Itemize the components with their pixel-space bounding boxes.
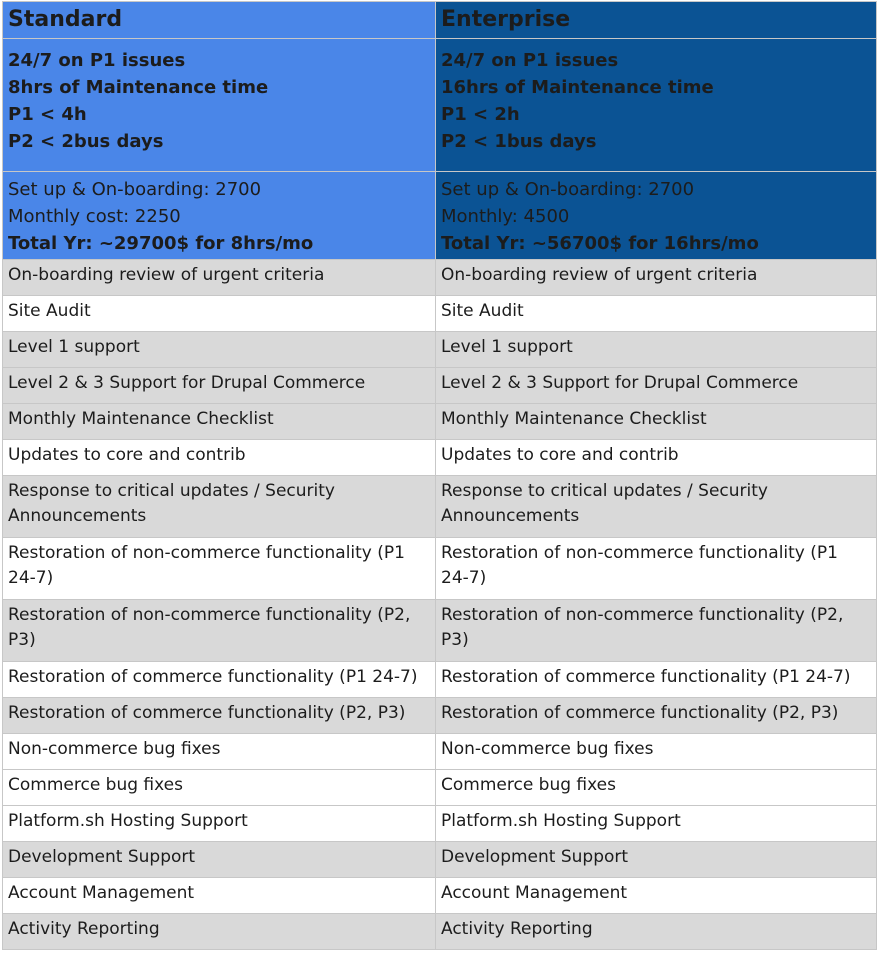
enterprise-total-cost: Total Yr: ~56700$ for 16hrs/mo [441,233,759,254]
standard-feature-cell: Response to critical updates / Security … [2,475,436,538]
standard-feature-cell: Level 2 & 3 Support for Drupal Commerce [2,367,436,404]
standard-sla-p2: P2 < 2bus days [8,131,164,152]
feature-row: On-boarding review of urgent criteria On… [2,259,877,296]
cost-row: Set up & On-boarding: 2700 Monthly cost:… [2,171,877,260]
enterprise-feature-cell: Restoration of commerce functionality (P… [435,697,877,734]
feature-row: Response to critical updates / Security … [2,475,877,538]
plan-header-row: Standard Enterprise [2,1,877,39]
standard-feature-cell: Monthly Maintenance Checklist [2,403,436,440]
enterprise-sla-p2: P2 < 1bus days [441,131,597,152]
enterprise-feature-cell: Restoration of non-commerce functionalit… [435,599,877,662]
enterprise-sla-maintenance: 16hrs of Maintenance time [441,77,714,98]
standard-feature-cell: Development Support [2,841,436,878]
enterprise-feature-cell: Monthly Maintenance Checklist [435,403,877,440]
standard-plan-title: Standard [2,1,436,39]
enterprise-feature-cell: Response to critical updates / Security … [435,475,877,538]
enterprise-feature-cell: Non-commerce bug fixes [435,733,877,770]
feature-row: Restoration of commerce functionality (P… [2,697,877,734]
enterprise-feature-cell: Updates to core and contrib [435,439,877,476]
standard-sla-p1: P1 < 4h [8,104,87,125]
standard-sla-maintenance: 8hrs of Maintenance time [8,77,269,98]
enterprise-feature-cell: Site Audit [435,295,877,332]
enterprise-feature-cell: On-boarding review of urgent criteria [435,259,877,296]
enterprise-cost-cell: Set up & On-boarding: 2700 Monthly: 4500… [435,171,877,260]
enterprise-setup-cost: Set up & On-boarding: 2700 [441,179,695,200]
enterprise-feature-cell: Activity Reporting [435,913,877,950]
standard-feature-cell: On-boarding review of urgent criteria [2,259,436,296]
enterprise-feature-cell: Account Management [435,877,877,914]
enterprise-sla-coverage: 24/7 on P1 issues [441,50,619,71]
feature-row: Level 2 & 3 Support for Drupal Commerce … [2,367,877,404]
feature-row: Non-commerce bug fixes Non-commerce bug … [2,733,877,770]
standard-sla-cell: 24/7 on P1 issues 8hrs of Maintenance ti… [2,38,436,172]
standard-feature-cell: Restoration of commerce functionality (P… [2,697,436,734]
standard-feature-cell: Restoration of commerce functionality (P… [2,661,436,698]
standard-feature-cell: Account Management [2,877,436,914]
standard-feature-cell: Non-commerce bug fixes [2,733,436,770]
feature-row: Commerce bug fixes Commerce bug fixes [2,769,877,806]
standard-feature-cell: Restoration of non-commerce functionalit… [2,599,436,662]
feature-row: Activity Reporting Activity Reporting [2,913,877,950]
feature-row: Restoration of commerce functionality (P… [2,661,877,698]
feature-row: Site Audit Site Audit [2,295,877,332]
feature-row: Account Management Account Management [2,877,877,914]
enterprise-feature-cell: Restoration of commerce functionality (P… [435,661,877,698]
enterprise-feature-cell: Platform.sh Hosting Support [435,805,877,842]
standard-setup-cost: Set up & On-boarding: 2700 [8,179,262,200]
enterprise-sla-p1: P1 < 2h [441,104,520,125]
standard-feature-cell: Platform.sh Hosting Support [2,805,436,842]
enterprise-feature-cell: Level 1 support [435,331,877,368]
enterprise-feature-cell: Development Support [435,841,877,878]
sla-row: 24/7 on P1 issues 8hrs of Maintenance ti… [2,38,877,172]
enterprise-feature-cell: Restoration of non-commerce functionalit… [435,537,877,600]
enterprise-plan-title: Enterprise [435,1,877,39]
feature-row: Level 1 support Level 1 support [2,331,877,368]
enterprise-feature-cell: Level 2 & 3 Support for Drupal Commerce [435,367,877,404]
feature-row: Restoration of non-commerce functionalit… [2,599,877,662]
enterprise-sla-cell: 24/7 on P1 issues 16hrs of Maintenance t… [435,38,877,172]
standard-feature-cell: Updates to core and contrib [2,439,436,476]
standard-feature-cell: Site Audit [2,295,436,332]
feature-row: Monthly Maintenance Checklist Monthly Ma… [2,403,877,440]
standard-total-cost: Total Yr: ~29700$ for 8hrs/mo [8,233,314,254]
feature-row: Platform.sh Hosting Support Platform.sh … [2,805,877,842]
standard-feature-cell: Activity Reporting [2,913,436,950]
standard-feature-cell: Restoration of non-commerce functionalit… [2,537,436,600]
standard-feature-cell: Commerce bug fixes [2,769,436,806]
standard-monthly-cost: Monthly cost: 2250 [8,206,181,227]
enterprise-monthly-cost: Monthly: 4500 [441,206,570,227]
feature-row: Restoration of non-commerce functionalit… [2,537,877,600]
standard-sla-coverage: 24/7 on P1 issues [8,50,186,71]
standard-feature-cell: Level 1 support [2,331,436,368]
enterprise-feature-cell: Commerce bug fixes [435,769,877,806]
feature-row: Updates to core and contrib Updates to c… [2,439,877,476]
feature-row: Development Support Development Support [2,841,877,878]
standard-cost-cell: Set up & On-boarding: 2700 Monthly cost:… [2,171,436,260]
